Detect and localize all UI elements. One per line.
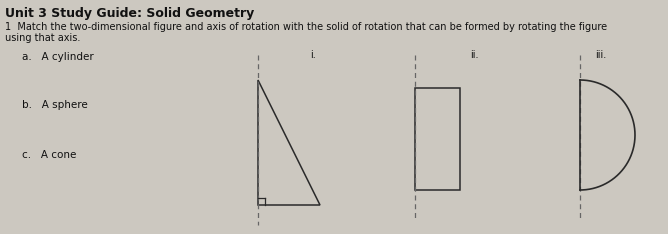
Text: c.   A cone: c. A cone xyxy=(22,150,76,160)
Text: using that axis.: using that axis. xyxy=(5,33,80,43)
Text: iii.: iii. xyxy=(595,50,607,60)
Text: a.   A cylinder: a. A cylinder xyxy=(22,52,94,62)
Text: i.: i. xyxy=(310,50,316,60)
Text: ii.: ii. xyxy=(470,50,478,60)
Text: 1  Match the two-dimensional figure and axis of rotation with the solid of rotat: 1 Match the two-dimensional figure and a… xyxy=(5,22,607,32)
Text: b.   A sphere: b. A sphere xyxy=(22,100,88,110)
Text: Unit 3 Study Guide: Solid Geometry: Unit 3 Study Guide: Solid Geometry xyxy=(5,7,255,20)
